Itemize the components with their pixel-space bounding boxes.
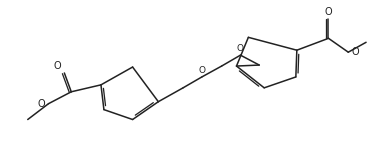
Text: O: O xyxy=(198,66,205,75)
Text: O: O xyxy=(54,61,61,71)
Text: O: O xyxy=(237,44,244,53)
Text: O: O xyxy=(351,47,359,57)
Text: O: O xyxy=(325,7,332,17)
Text: O: O xyxy=(38,99,45,109)
